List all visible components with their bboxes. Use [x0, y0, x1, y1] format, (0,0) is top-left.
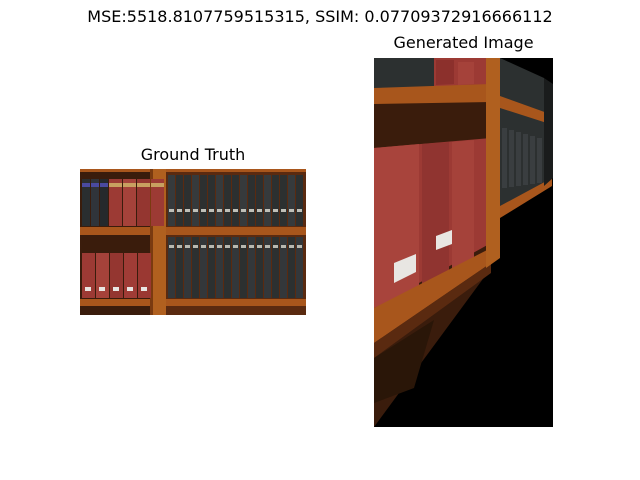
- ground-truth-image: [80, 169, 306, 315]
- generated-warped-bookshelf-photo: [374, 58, 553, 427]
- generated-image-title: Generated Image: [393, 33, 534, 52]
- figure-title: MSE:5518.8107759515315, SSIM: 0.07709372…: [87, 7, 553, 26]
- ground-truth-bookshelf-photo: [80, 169, 306, 315]
- generated-image: [374, 58, 553, 427]
- ground-truth-title: Ground Truth: [140, 145, 246, 164]
